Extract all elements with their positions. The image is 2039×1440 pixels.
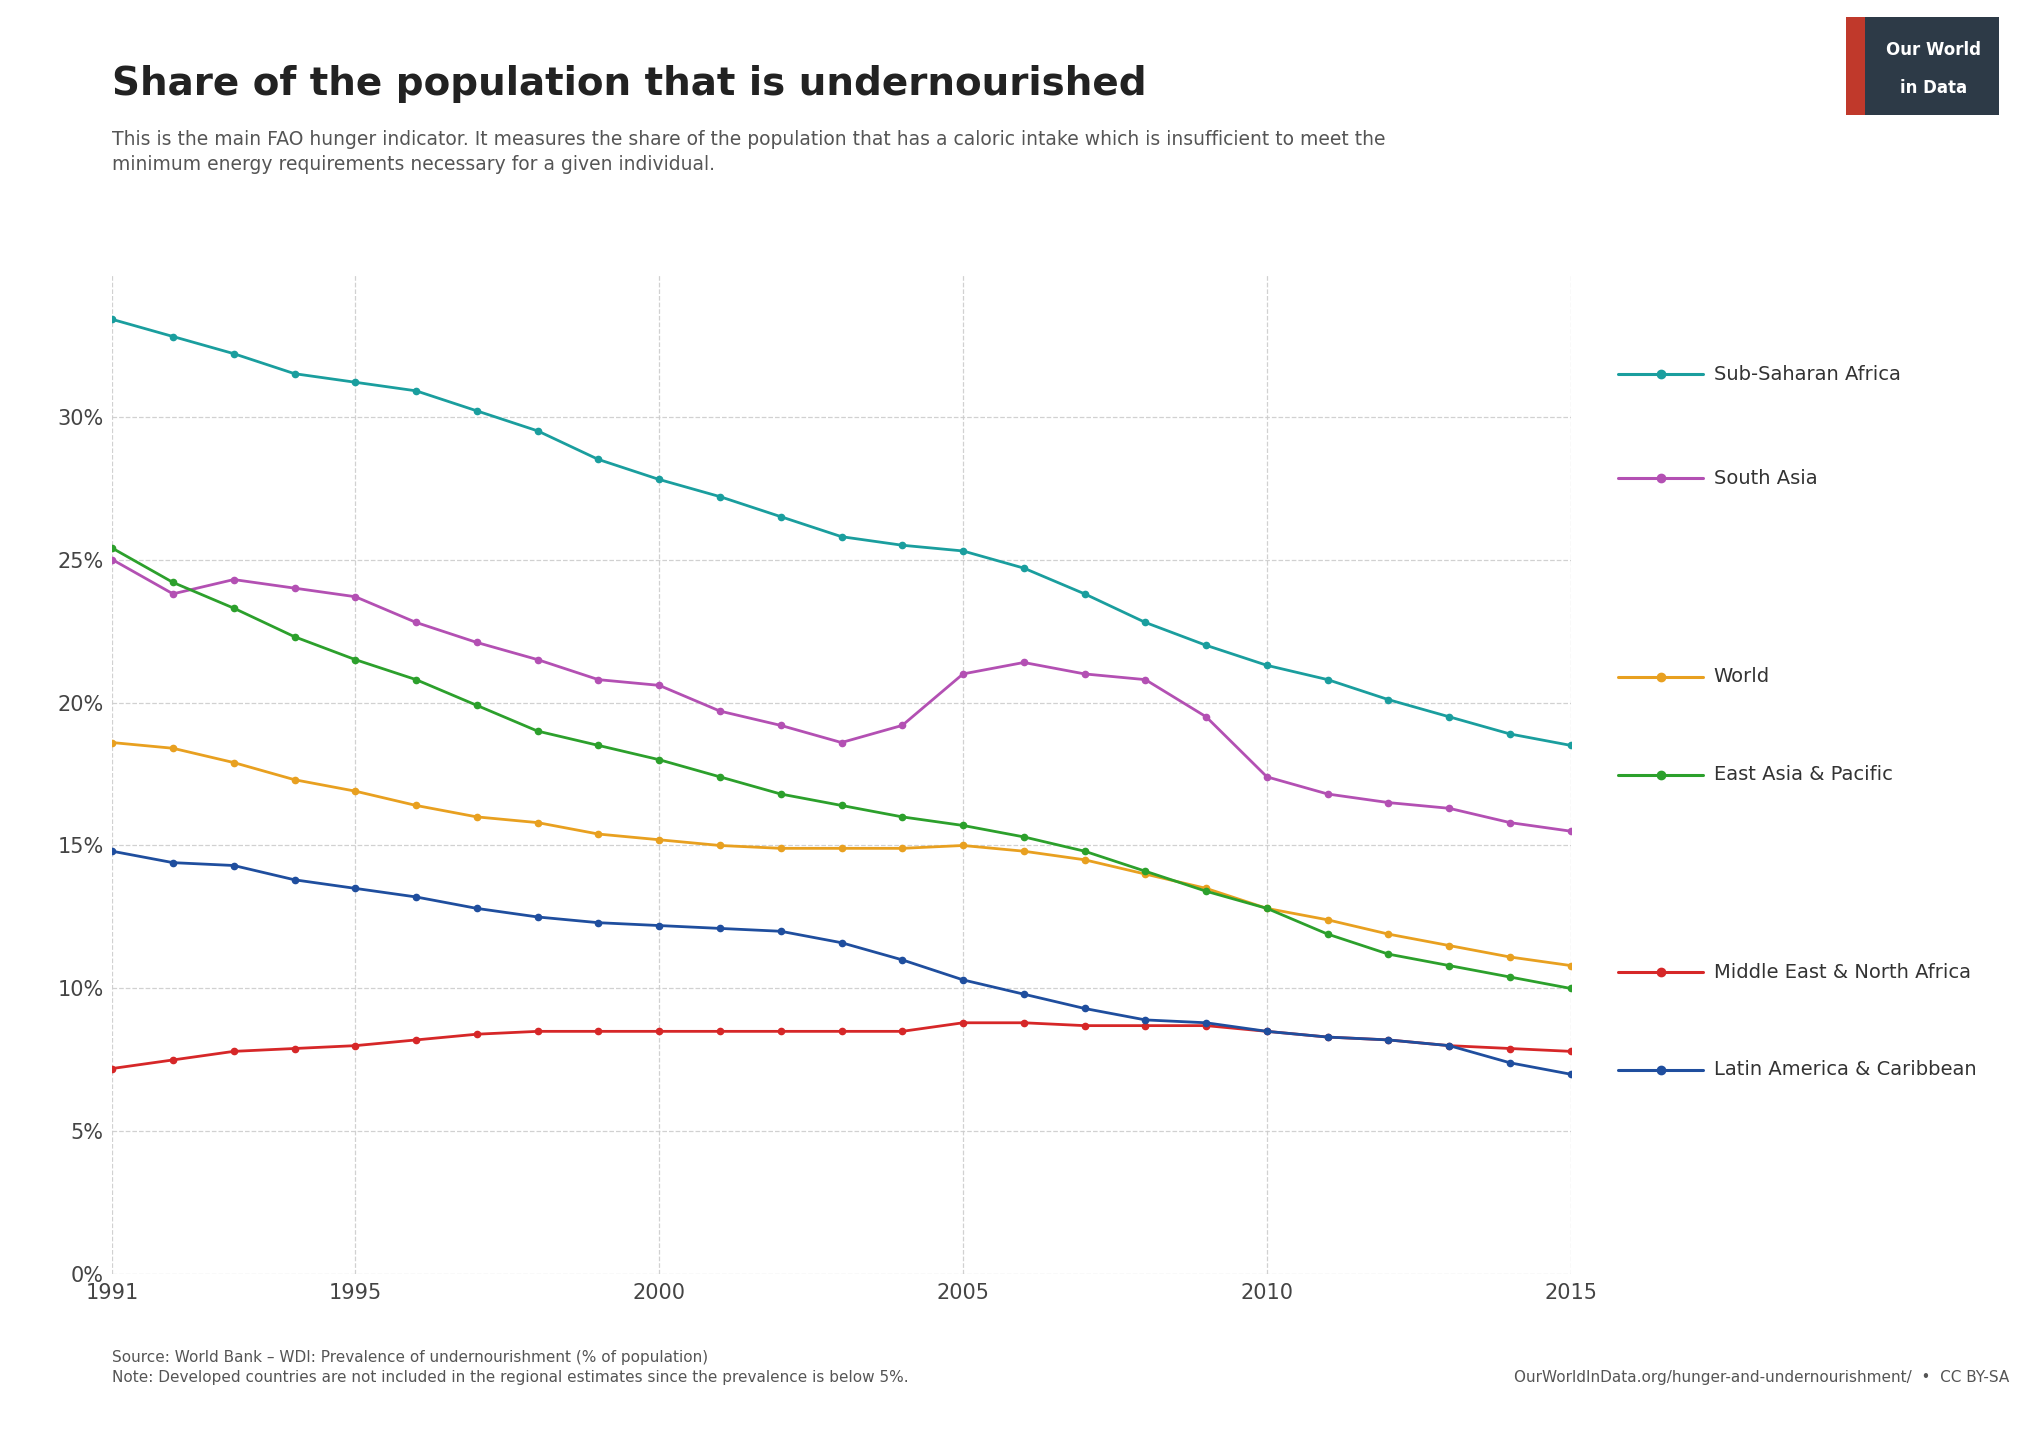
Text: South Asia: South Asia [1713,468,1817,488]
Text: in Data: in Data [1898,79,1966,96]
Text: East Asia & Pacific: East Asia & Pacific [1713,765,1892,785]
Text: Latin America & Caribbean: Latin America & Caribbean [1713,1060,1976,1080]
Text: Source: World Bank – WDI: Prevalence of undernourishment (% of population)
Note:: Source: World Bank – WDI: Prevalence of … [112,1351,909,1385]
Text: This is the main FAO hunger indicator. It measures the share of the population t: This is the main FAO hunger indicator. I… [112,130,1384,174]
Text: OurWorldInData.org/hunger-and-undernourishment/  •  CC BY-SA: OurWorldInData.org/hunger-and-undernouri… [1513,1371,2008,1385]
Text: Our World: Our World [1884,40,1980,59]
Text: Sub-Saharan Africa: Sub-Saharan Africa [1713,364,1900,384]
Text: Middle East & North Africa: Middle East & North Africa [1713,962,1970,982]
Bar [1845,17,1864,115]
Text: World: World [1713,667,1770,687]
Text: Share of the population that is undernourished: Share of the population that is undernou… [112,65,1146,102]
